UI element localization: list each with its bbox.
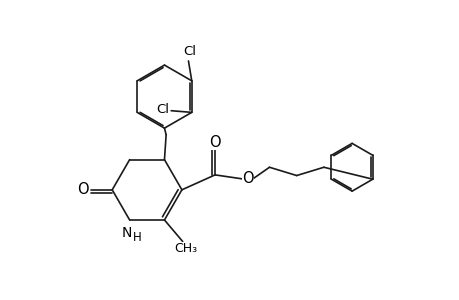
Text: CH₃: CH₃ <box>174 242 197 255</box>
Text: N: N <box>122 226 132 240</box>
Text: O: O <box>78 182 89 197</box>
Text: Cl: Cl <box>156 103 169 116</box>
Text: H: H <box>132 231 141 244</box>
Text: O: O <box>209 135 220 150</box>
Text: O: O <box>242 171 253 186</box>
Text: Cl: Cl <box>183 45 196 58</box>
